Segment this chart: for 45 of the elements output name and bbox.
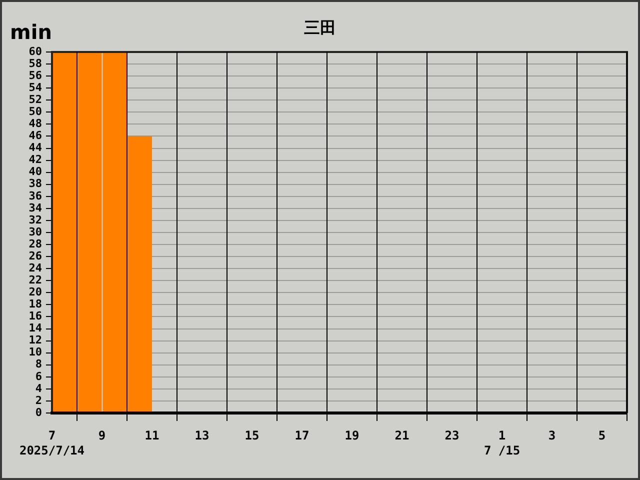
y-tick-label: 46: [28, 129, 42, 142]
x-tick-label: 1 7 /15: [484, 428, 520, 458]
y-tick-label: 42: [28, 153, 42, 166]
y-tick-label: 24: [28, 261, 42, 274]
x-tick-label: 13: [194, 428, 210, 443]
y-tick-label: 54: [28, 80, 42, 94]
y-tick-label: 18: [28, 298, 42, 311]
y-tick-label: 40: [28, 165, 42, 178]
x-tick-label: 3: [548, 428, 556, 443]
y-tick-label: 44: [28, 141, 42, 154]
chart-title: 三田: [304, 18, 336, 37]
x-tick-label: 5: [598, 428, 606, 443]
y-tick-label: 6: [35, 370, 42, 383]
y-tick-label: 36: [28, 189, 42, 202]
y-tick-label: 38: [28, 177, 42, 190]
y-tick-label: 28: [28, 237, 42, 250]
x-tick-label: 15: [244, 428, 260, 443]
y-tick-label: 26: [28, 249, 42, 262]
y-tick-label: 50: [28, 105, 42, 118]
y-tick-label: 32: [28, 213, 42, 226]
y-tick-label: 20: [28, 286, 42, 299]
x-tick-label: 23: [444, 428, 460, 443]
x-tick-label: 11: [144, 428, 160, 443]
x-tick-label: 19: [344, 428, 360, 443]
y-tick-label: 12: [28, 334, 42, 347]
x-tick-label: 17: [294, 428, 310, 443]
x-tick-label: 9: [98, 428, 106, 443]
y-tick-label: 60: [28, 44, 42, 58]
y-tick-label: 34: [28, 201, 42, 214]
y-axis-title: min: [10, 20, 52, 44]
y-tick-label: 22: [28, 273, 42, 286]
y-tick-label: 2: [35, 394, 42, 407]
x-tick-label: 21: [394, 428, 410, 443]
y-tick-label: 56: [28, 68, 42, 82]
y-tick-label: 52: [28, 92, 42, 106]
y-tick-label: 14: [28, 322, 42, 335]
y-tick-label: 30: [28, 225, 42, 238]
y-tick-label: 10: [28, 346, 42, 359]
y-tick-label: 0: [35, 406, 42, 419]
y-tick-label: 8: [35, 358, 42, 371]
y-tick-label: 48: [28, 117, 42, 130]
y-tick-label: 16: [28, 310, 42, 323]
x-tick-label: 7 2025/7/14: [19, 428, 85, 458]
y-tick-label: 58: [28, 56, 42, 70]
y-tick-label: 4: [35, 382, 42, 395]
